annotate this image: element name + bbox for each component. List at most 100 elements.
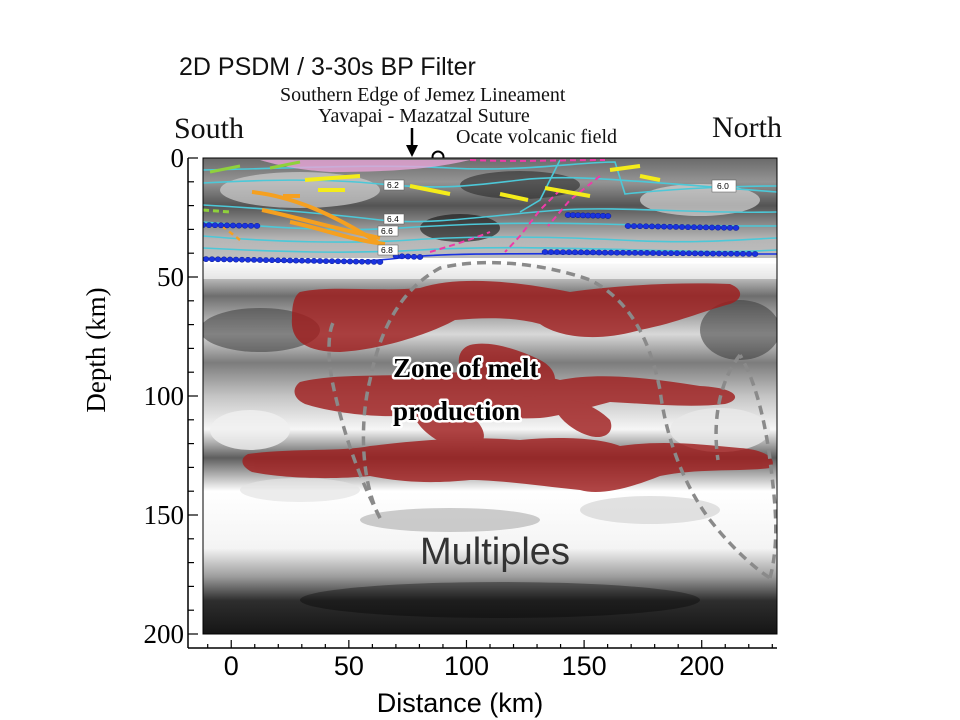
- figure-title: 2D PSDM / 3-30s BP Filter: [179, 53, 476, 81]
- moho-point: [601, 249, 609, 256]
- moho-point: [352, 258, 360, 265]
- y-tick-label: 150: [144, 500, 185, 530]
- moho-point: [205, 222, 213, 228]
- moho-point: [292, 257, 300, 264]
- moho-point: [604, 213, 612, 219]
- x-tick-label: 0: [224, 651, 239, 681]
- moho-point: [654, 223, 662, 230]
- moho-point: [733, 250, 741, 257]
- moho-point: [714, 224, 722, 231]
- moho-point: [247, 222, 255, 229]
- moho-point: [636, 223, 644, 230]
- moho-point: [726, 224, 734, 231]
- moho-point: [280, 257, 288, 264]
- y-tick-label: 200: [144, 619, 185, 649]
- orange-layers: [221, 190, 386, 246]
- moho-point: [235, 222, 243, 229]
- velocity-label-6-0: 6.0: [717, 181, 729, 191]
- moho-point: [625, 249, 633, 256]
- moho-point: [595, 249, 603, 256]
- axes: 0 50 100 150 200 0 50 100 150 200: [144, 143, 777, 681]
- moho-point: [666, 223, 674, 230]
- moho-point: [732, 225, 740, 231]
- y-axis-label: Depth (km): [81, 287, 111, 412]
- dashed-outlines: [327, 260, 778, 580]
- moho-point: [684, 224, 692, 230]
- y-tick-label: 50: [157, 262, 184, 292]
- yellow-layers: [304, 164, 661, 202]
- moho-point: [298, 257, 306, 264]
- melt-zone-label: Zone of melt production: [391, 351, 541, 429]
- moho-point: [553, 249, 561, 255]
- south-label: South: [174, 112, 244, 145]
- moho-point: [241, 222, 249, 229]
- x-tick-label: 50: [334, 651, 364, 681]
- x-tick-label: 100: [444, 651, 489, 681]
- moho-point: [643, 250, 651, 256]
- pink-surface-layer: [260, 160, 470, 172]
- moho-point: [310, 258, 318, 264]
- moho-point: [223, 222, 231, 229]
- moho-point: [715, 250, 723, 257]
- velocity-label-6-4: 6.4: [387, 214, 399, 224]
- melt-label-line-2: production: [393, 396, 520, 426]
- moho-point: [673, 250, 681, 257]
- moho-point: [696, 224, 704, 231]
- moho-point: [559, 249, 567, 256]
- moho-point: [619, 249, 627, 256]
- moho-point: [727, 250, 735, 257]
- moho-point: [203, 256, 210, 262]
- moho-point: [589, 249, 597, 256]
- moho-point: [637, 250, 645, 256]
- moho-point: [702, 224, 710, 231]
- magenta-layers: [429, 159, 606, 253]
- north-label: North: [712, 111, 782, 144]
- moho-point: [340, 258, 348, 265]
- velocity-label-6-2: 6.2: [387, 180, 399, 190]
- melt-label-line-1: Zone of melt: [393, 353, 538, 383]
- moho-points: [203, 212, 759, 265]
- moho-point: [691, 250, 699, 257]
- moho-point: [571, 249, 579, 256]
- moho-point: [642, 223, 650, 230]
- moho-point: [541, 249, 549, 255]
- moho-point: [631, 249, 639, 256]
- moho-point: [624, 223, 632, 229]
- moho-point: [667, 250, 675, 257]
- moho-point: [404, 253, 412, 260]
- moho-point: [613, 249, 621, 256]
- moho-point: [720, 224, 728, 231]
- velocity-labels: 6.2 6.4 6.6 6.8 6.0: [377, 179, 737, 256]
- moho-point: [376, 259, 384, 265]
- moho-point: [685, 250, 693, 257]
- moho-point: [607, 249, 615, 256]
- moho-point: [660, 223, 668, 230]
- moho-point: [358, 258, 366, 265]
- velocity-label-6-8: 6.8: [381, 245, 393, 255]
- x-axis-label: Distance (km): [377, 688, 544, 718]
- moho-point: [672, 224, 680, 230]
- moho-point: [751, 251, 759, 257]
- moho-point: [410, 253, 418, 260]
- moho-point: [370, 259, 378, 265]
- moho-point: [217, 222, 225, 229]
- crustal-interpretation-overlay: [203, 159, 777, 265]
- moho-point: [322, 258, 330, 264]
- x-tick-label: 150: [562, 651, 607, 681]
- moho-point: [398, 253, 406, 260]
- moho-point: [328, 258, 336, 265]
- moho-point: [739, 250, 747, 257]
- moho-point: [721, 250, 729, 257]
- moho-point: [208, 256, 216, 263]
- moho-point: [678, 224, 686, 230]
- melt-zone: [242, 280, 773, 493]
- x-tick-label: 200: [679, 651, 724, 681]
- y-tick-label: 100: [144, 381, 185, 411]
- moho-point: [697, 250, 705, 257]
- moho-point: [203, 257, 204, 261]
- multiples-label: Multiples: [420, 531, 570, 573]
- moho-point: [211, 222, 219, 229]
- moho-point: [274, 257, 282, 264]
- moho-point: [316, 258, 324, 264]
